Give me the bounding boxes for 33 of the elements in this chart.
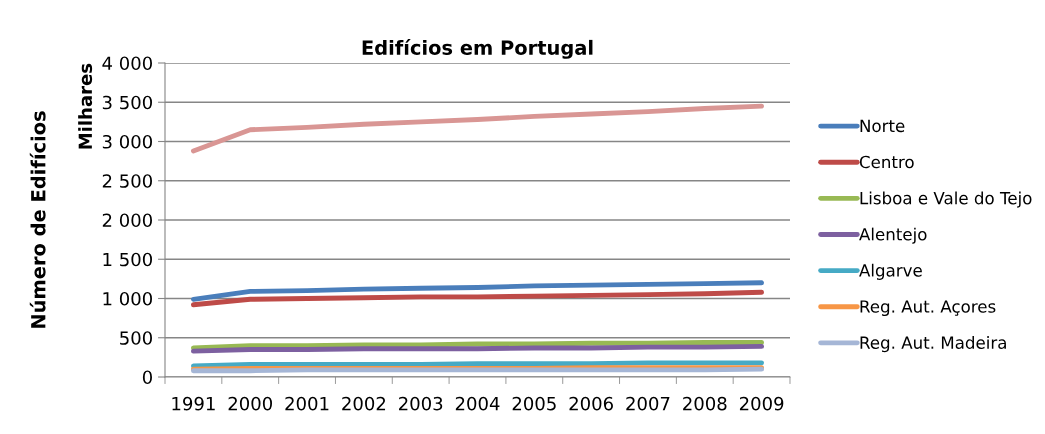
x-tick-label: 2004 [455,396,500,411]
legend-label: Centro [859,155,914,169]
x-tick-label: 2007 [626,396,670,411]
y-tick-label: 500 [120,331,152,345]
x-tick-label: 2006 [569,396,613,411]
x-tick-label: 2002 [342,396,386,411]
y-tick-label: 2 000 [102,213,152,228]
x-tick-label: 2005 [512,396,556,411]
y-tick-label: 3 500 [102,95,152,110]
x-tick-label: 2008 [683,396,727,411]
y-tick-label: 2 500 [102,174,152,188]
legend-label: Reg. Aut. Madeira [860,336,1006,353]
legend-label: Lisboa e Vale do Tejo [860,191,1032,208]
x-tick-label: 2000 [228,396,272,411]
y-tick-label: 1 000 [103,291,152,306]
line-series [190,280,765,302]
y-tick-label: 1 500 [103,252,152,267]
x-tick-label: 2001 [285,396,329,411]
legend-label: Algarve [859,263,922,280]
x-tick-label: 2009 [739,396,784,411]
y-tick-label: 0 [142,370,152,385]
legend-label: Alentejo [859,227,927,244]
legend-label: Reg. Aut. Açores [860,300,996,317]
x-tick-label: 1991 [172,396,215,411]
line-series [190,103,765,154]
y-tick-label: 4 000 [102,56,152,71]
text: Milhares [78,63,93,149]
legend-label: Norte [860,119,905,133]
x-tick-label: 2003 [399,396,443,411]
y-axis-title: Número de Edifícios [29,111,46,328]
y-tick-label: 3 000 [102,134,152,149]
line-series [190,289,765,308]
chart-title: Edifícios em Portugal [362,39,593,59]
